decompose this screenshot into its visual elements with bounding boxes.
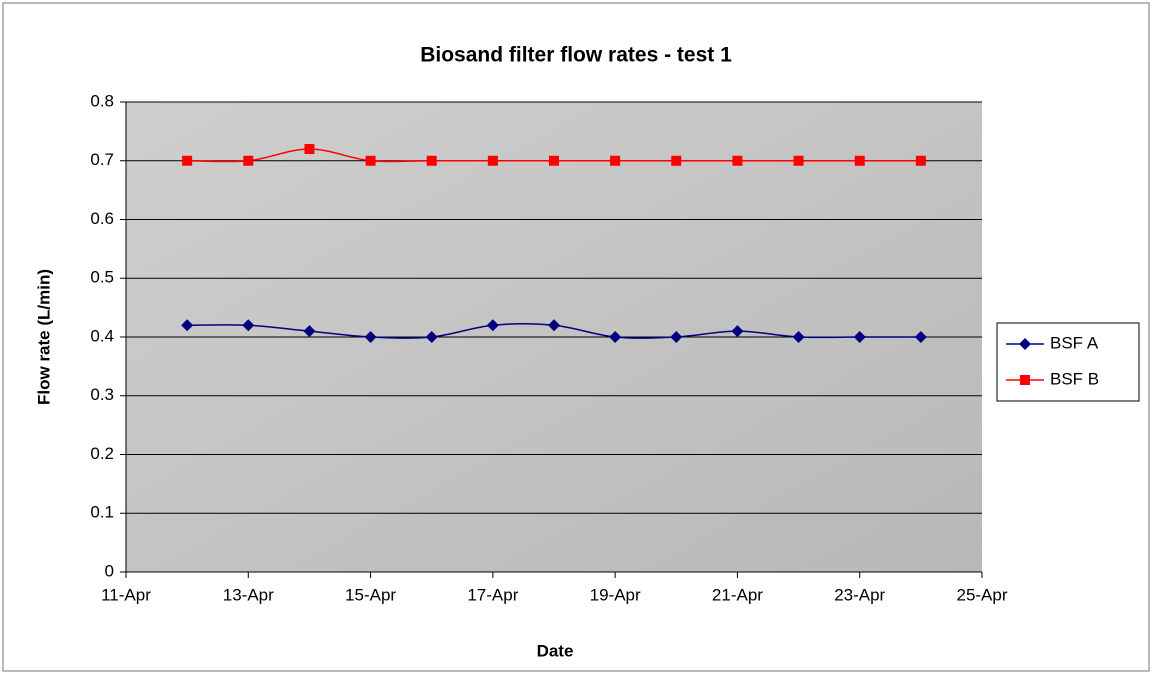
x-tick-label: 25-Apr bbox=[956, 585, 1007, 604]
x-tick-label: 19-Apr bbox=[590, 585, 641, 604]
marker bbox=[487, 155, 498, 166]
marker bbox=[793, 155, 804, 166]
y-tick-label: 0.8 bbox=[90, 91, 114, 110]
marker bbox=[426, 155, 437, 166]
marker bbox=[242, 319, 255, 332]
x-tick-label: 21-Apr bbox=[712, 585, 763, 604]
marker bbox=[486, 319, 499, 332]
marker bbox=[549, 155, 559, 166]
marker bbox=[1020, 375, 1030, 385]
x-tick-label: 23-Apr bbox=[834, 585, 885, 604]
marker bbox=[365, 155, 376, 166]
y-tick-label: 0.2 bbox=[90, 444, 114, 463]
y-tick-label: 0.4 bbox=[90, 326, 114, 345]
marker bbox=[914, 331, 927, 343]
marker bbox=[853, 331, 866, 343]
marker bbox=[182, 155, 193, 166]
marker bbox=[364, 331, 377, 343]
marker bbox=[854, 155, 865, 166]
x-tick-label: 17-Apr bbox=[467, 585, 518, 604]
marker bbox=[731, 325, 744, 338]
y-tick-label: 0 bbox=[105, 561, 114, 580]
marker bbox=[915, 155, 926, 166]
marker bbox=[304, 144, 315, 154]
y-axis-label: Flow rate (L/min) bbox=[34, 269, 53, 405]
y-tick-label: 0.6 bbox=[90, 209, 114, 228]
marker bbox=[181, 319, 194, 332]
marker bbox=[303, 325, 316, 338]
y-tick-label: 0.1 bbox=[90, 503, 114, 522]
marker bbox=[243, 155, 254, 166]
marker bbox=[671, 155, 682, 166]
x-axis-label: Date bbox=[537, 641, 574, 660]
marker bbox=[610, 155, 621, 166]
marker bbox=[548, 319, 560, 332]
x-tick-label: 15-Apr bbox=[345, 585, 396, 604]
y-tick-label: 0.5 bbox=[90, 268, 114, 287]
legend bbox=[996, 322, 1140, 402]
legend-label: BSF A bbox=[1050, 333, 1099, 352]
marker bbox=[425, 331, 438, 343]
y-tick-label: 0.7 bbox=[90, 150, 114, 169]
y-tick-label: 0.3 bbox=[90, 385, 114, 404]
chart-title: Biosand filter flow rates - test 1 bbox=[420, 44, 732, 67]
legend-label: BSF B bbox=[1050, 369, 1099, 388]
marker bbox=[1019, 338, 1031, 350]
marker bbox=[732, 155, 743, 166]
marker bbox=[609, 331, 622, 343]
marker bbox=[792, 331, 805, 343]
marker bbox=[670, 331, 683, 343]
x-tick-label: 11-Apr bbox=[101, 585, 151, 604]
x-tick-label: 13-Apr bbox=[223, 585, 274, 604]
